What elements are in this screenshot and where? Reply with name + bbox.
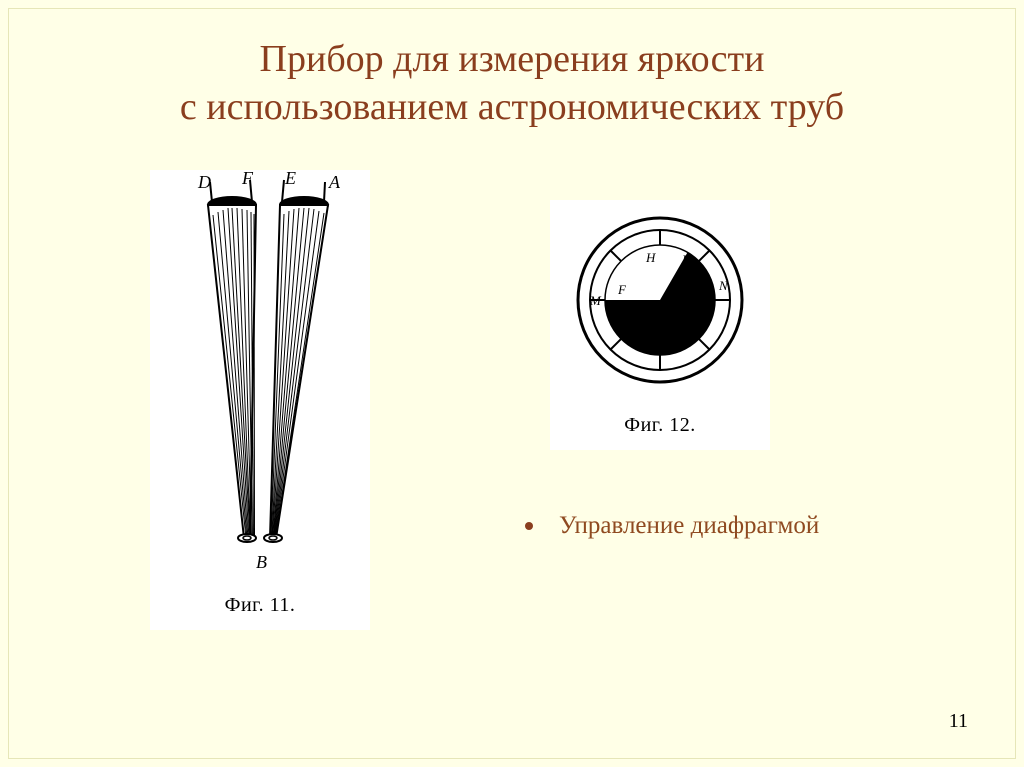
label-E: E bbox=[284, 170, 296, 188]
figure-11-caption: Фиг. 11. bbox=[150, 594, 370, 617]
title-line-2: с использованием астрономических труб bbox=[0, 84, 1024, 132]
label-E2: E bbox=[681, 252, 690, 267]
bullet-dot-icon bbox=[525, 522, 533, 530]
figure-12: C H E F N M O Фиг. 12. bbox=[550, 200, 770, 450]
figure-11: D F E A B Фиг. 11. bbox=[150, 170, 370, 630]
label-N: N bbox=[718, 278, 729, 293]
label-D: D bbox=[197, 172, 211, 192]
label-B: B bbox=[256, 552, 267, 572]
label-M: M bbox=[589, 293, 602, 308]
slide-title: Прибор для измерения яркости с использов… bbox=[0, 36, 1024, 131]
label-F: F bbox=[241, 170, 254, 188]
slide: Прибор для измерения яркости с использов… bbox=[0, 0, 1024, 767]
figure-12-svg: C H E F N M O bbox=[550, 200, 770, 410]
label-F2: F bbox=[617, 282, 627, 297]
label-C: C bbox=[664, 291, 673, 306]
bullet-item: Управление диафрагмой bbox=[525, 512, 819, 540]
figure-11-svg: D F E A B bbox=[150, 170, 370, 590]
label-O: O bbox=[688, 345, 698, 360]
label-H: H bbox=[645, 250, 656, 265]
label-A: A bbox=[328, 172, 341, 192]
page-number: 11 bbox=[949, 710, 968, 733]
title-line-1: Прибор для измерения яркости bbox=[0, 36, 1024, 84]
bullet-text: Управление диафрагмой bbox=[559, 512, 819, 540]
figure-12-caption: Фиг. 12. bbox=[550, 414, 770, 437]
